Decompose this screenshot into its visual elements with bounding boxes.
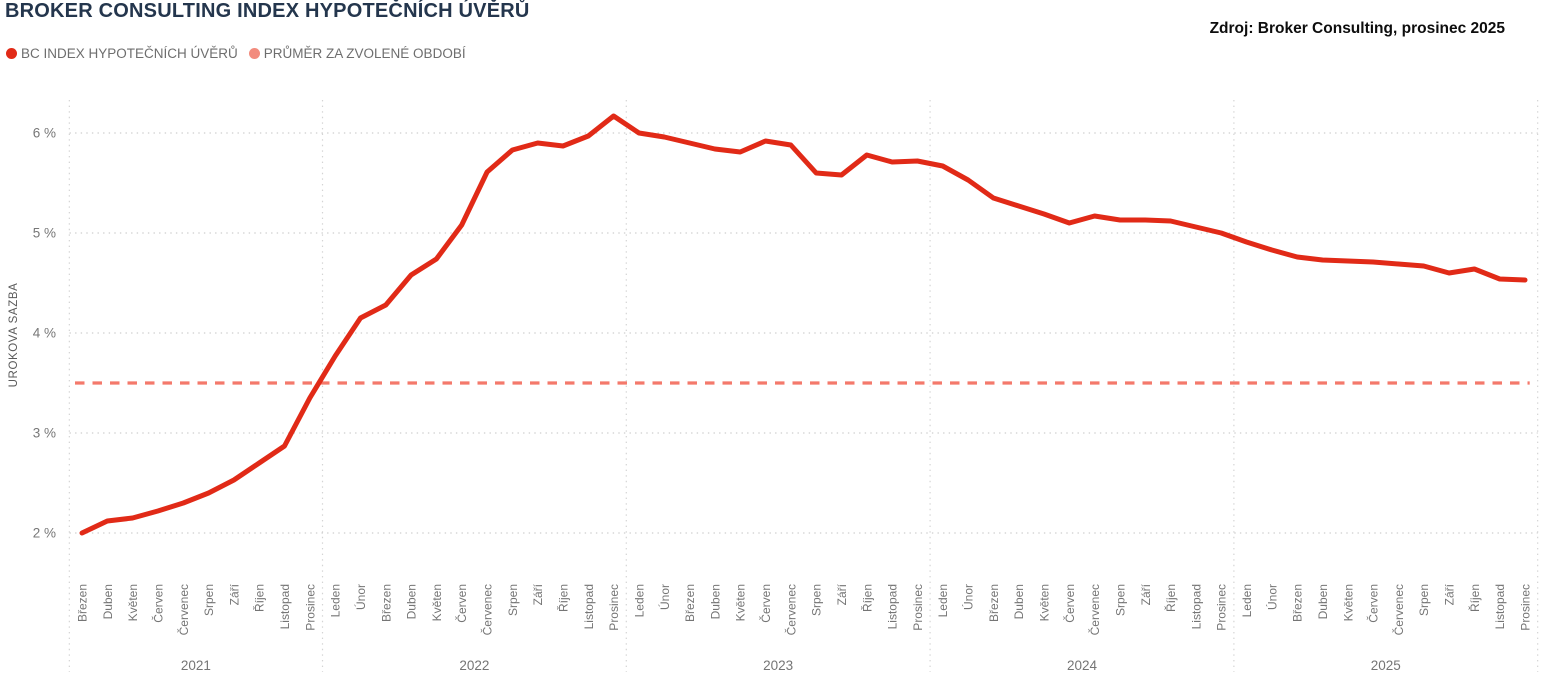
x-tick-label: Červen: [150, 584, 165, 623]
x-tick-label: Únor: [1264, 584, 1279, 610]
legend-item-average[interactable]: PRŮMĚR ZA ZVOLENÉ OBDOBÍ: [248, 46, 466, 61]
y-tick-label: 4 %: [33, 326, 56, 341]
x-tick-label: Červen: [758, 584, 773, 623]
x-tick-label: Březen: [683, 584, 697, 622]
x-tick-label: Leden: [936, 584, 950, 617]
x-tick-label: Květen: [430, 584, 444, 621]
y-axis-title: UROKOVA SAZBA: [8, 283, 20, 388]
x-tick-label: Srpen: [202, 584, 216, 616]
x-tick-label: Leden: [632, 584, 646, 617]
chart-legend: BC INDEX HYPOTEČNÍCH ÚVĚRŮ PRŮMĚR ZA ZVO…: [6, 46, 466, 61]
x-tick-label: Prosinec: [303, 584, 317, 631]
x-tick-label: Září: [531, 583, 545, 605]
x-tick-label: Duben: [405, 584, 419, 619]
x-tick-label: Prosinec: [1519, 584, 1533, 631]
x-tick-label: Duben: [708, 584, 722, 619]
x-tick-label: Červenec: [783, 584, 798, 635]
x-tick-label: Listopad: [278, 584, 292, 629]
x-tick-label: Leden: [1240, 584, 1254, 617]
x-tick-label: Březen: [1291, 584, 1305, 622]
x-tick-label: Prosinec: [607, 584, 621, 631]
x-tick-label: Srpen: [1417, 584, 1431, 616]
x-tick-label: Květen: [1341, 584, 1355, 621]
x-tick-label: Září: [835, 583, 849, 605]
x-tick-label: Květen: [734, 584, 748, 621]
x-tick-label: Červenec: [1087, 584, 1102, 635]
x-tick-label: Říjen: [252, 584, 267, 612]
x-tick-label: Říjen: [556, 584, 571, 612]
x-tick-label: Únor: [657, 584, 672, 610]
x-tick-label: Únor: [961, 584, 976, 610]
x-tick-label: Březen: [987, 584, 1001, 622]
x-tick-label: Duben: [101, 584, 115, 619]
x-tick-label: Červenec: [1391, 584, 1406, 635]
x-tick-label: Září: [1443, 583, 1457, 605]
x-tick-label: Prosinec: [911, 584, 925, 631]
legend-item-label: BC INDEX HYPOTEČNÍCH ÚVĚRŮ: [21, 46, 238, 61]
x-tick-label: Listopad: [582, 584, 596, 629]
x-tick-label: Duben: [1012, 584, 1026, 619]
x-tick-label: Květen: [1038, 584, 1052, 621]
x-tick-label: Březen: [76, 584, 90, 622]
x-tick-label: Říjen: [859, 584, 874, 612]
legend-dot-icon: [248, 48, 260, 59]
x-tick-label: Červenec: [176, 584, 191, 635]
y-tick-label: 3 %: [33, 426, 56, 441]
source-note: Zdroj: Broker Consulting, prosinec 2025: [1209, 20, 1505, 37]
x-tick-label: Říjen: [1467, 584, 1482, 612]
x-tick-label: Listopad: [886, 584, 900, 629]
x-tick-label: Květen: [126, 584, 140, 621]
x-tick-label: Srpen: [506, 584, 520, 616]
x-year-label: 2021: [181, 658, 211, 673]
x-tick-label: Červen: [1062, 584, 1077, 623]
x-tick-label: Srpen: [1113, 584, 1127, 616]
x-tick-label: Červen: [454, 584, 469, 623]
legend-item-bc-index[interactable]: BC INDEX HYPOTEČNÍCH ÚVĚRŮ: [6, 46, 238, 61]
legend-item-label: PRŮMĚR ZA ZVOLENÉ OBDOBÍ: [263, 46, 466, 61]
x-year-label: 2023: [763, 658, 793, 673]
x-tick-label: Listopad: [1493, 584, 1507, 629]
x-tick-label: Duben: [1316, 584, 1330, 619]
y-tick-label: 5 %: [33, 226, 56, 241]
x-tick-label: Březen: [379, 584, 393, 622]
y-tick-label: 6 %: [33, 126, 56, 141]
x-tick-label: Prosinec: [1215, 584, 1229, 631]
x-tick-label: Červenec: [480, 584, 495, 635]
bc-index-line: [79, 113, 1528, 536]
x-year-label: 2025: [1371, 658, 1401, 673]
y-tick-label: 2 %: [33, 526, 56, 541]
x-tick-label: Červen: [1366, 584, 1381, 623]
page-title: BROKER CONSULTING INDEX HYPOTEČNÍCH ÚVĚR…: [5, 0, 530, 22]
x-tick-label: Září: [227, 583, 241, 605]
x-tick-label: Září: [1139, 583, 1153, 605]
x-year-label: 2022: [459, 658, 489, 673]
x-tick-label: Říjen: [1163, 584, 1178, 612]
legend-dot-icon: [6, 48, 17, 59]
x-tick-label: Listopad: [1189, 584, 1203, 629]
x-tick-label: Srpen: [810, 584, 824, 616]
x-tick-label: Únor: [353, 584, 368, 610]
x-tick-label: Leden: [329, 584, 343, 617]
x-year-label: 2024: [1067, 658, 1098, 673]
